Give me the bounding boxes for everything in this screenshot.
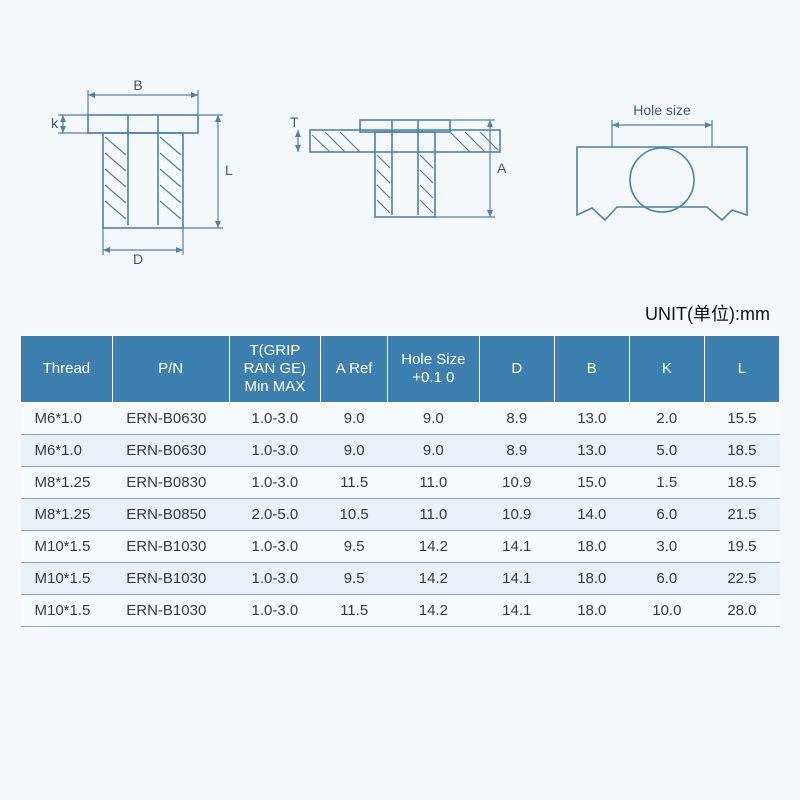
table-cell: 14.0 [554,499,629,531]
table-cell: M8*1.25 [21,467,113,499]
col-header: L [704,336,779,403]
table-cell: 22.5 [704,563,779,595]
table-cell: 13.0 [554,403,629,435]
table-row: M6*1.0ERN-B06301.0-3.09.09.08.913.05.018… [21,435,780,467]
table-cell: 14.1 [479,531,554,563]
spec-table: ThreadP/NT(GRIP RAN GE) Min MAXA RefHole… [20,335,780,627]
diagram-side-profile: B k L D [43,65,243,265]
table-cell: 19.5 [704,531,779,563]
table-body: M6*1.0ERN-B06301.0-3.09.09.08.913.02.015… [21,403,780,627]
table-cell: 18.0 [554,595,629,627]
table-cell: 8.9 [479,435,554,467]
table-cell: 11.5 [321,595,388,627]
table-cell: 14.1 [479,563,554,595]
col-header: P/N [112,336,229,403]
table-cell: 1.0-3.0 [229,403,321,435]
table-cell: 1.0-3.0 [229,531,321,563]
dim-label-B: B [134,77,143,93]
col-header: B [554,336,629,403]
table-cell: ERN-B0850 [112,499,229,531]
table-cell: 28.0 [704,595,779,627]
table-cell: 14.2 [387,595,479,627]
table-cell: 15.5 [704,403,779,435]
table-header: ThreadP/NT(GRIP RAN GE) Min MAXA RefHole… [21,336,780,403]
table-cell: 10.5 [321,499,388,531]
table-cell: 1.0-3.0 [229,467,321,499]
table-cell: ERN-B0830 [112,467,229,499]
table-cell: 10.9 [479,499,554,531]
table-cell: ERN-B0630 [112,403,229,435]
table-row: M10*1.5ERN-B10301.0-3.011.514.214.118.01… [21,595,780,627]
spec-table-wrap: ThreadP/NT(GRIP RAN GE) Min MAXA RefHole… [20,335,780,627]
table-cell: 3.0 [629,531,704,563]
table-row: M10*1.5ERN-B10301.0-3.09.514.214.118.06.… [21,563,780,595]
diagram-installed: T A [290,75,520,255]
table-cell: 10.9 [479,467,554,499]
table-cell: 9.5 [321,531,388,563]
diagram-hole-size: Hole size [567,85,757,245]
table-cell: 11.0 [387,467,479,499]
table-cell: 9.0 [321,403,388,435]
dim-label-T: T [290,114,299,130]
table-cell: 10.0 [629,595,704,627]
table-cell: M10*1.5 [21,563,113,595]
table-cell: 9.0 [387,435,479,467]
dim-label-k: k [51,115,59,131]
table-cell: 11.5 [321,467,388,499]
table-cell: ERN-B1030 [112,531,229,563]
table-cell: ERN-B1030 [112,595,229,627]
table-row: M6*1.0ERN-B06301.0-3.09.09.08.913.02.015… [21,403,780,435]
table-cell: 5.0 [629,435,704,467]
table-cell: 9.0 [387,403,479,435]
dim-label-D: D [133,251,143,265]
col-header: Thread [21,336,113,403]
col-header: T(GRIP RAN GE) Min MAX [229,336,321,403]
table-cell: 18.0 [554,563,629,595]
col-header: D [479,336,554,403]
table-cell: 18.5 [704,435,779,467]
diagram-area: B k L D [20,50,780,280]
table-cell: 14.2 [387,563,479,595]
dim-label-A: A [497,160,507,176]
table-cell: 6.0 [629,563,704,595]
table-cell: M8*1.25 [21,499,113,531]
hole-size-label: Hole size [633,102,691,118]
table-cell: M6*1.0 [21,403,113,435]
unit-label: UNIT(单位):mm [645,300,770,326]
table-cell: M10*1.5 [21,531,113,563]
table-cell: M10*1.5 [21,595,113,627]
table-row: M10*1.5ERN-B10301.0-3.09.514.214.118.03.… [21,531,780,563]
table-cell: 18.5 [704,467,779,499]
table-cell: 18.0 [554,531,629,563]
table-cell: ERN-B0630 [112,435,229,467]
table-cell: 14.2 [387,531,479,563]
table-cell: 8.9 [479,403,554,435]
table-cell: 15.0 [554,467,629,499]
table-cell: 9.5 [321,563,388,595]
table-cell: 1.0-3.0 [229,563,321,595]
col-header: Hole Size +0.1 0 [387,336,479,403]
table-row: M8*1.25ERN-B08301.0-3.011.511.010.915.01… [21,467,780,499]
table-cell: 11.0 [387,499,479,531]
table-cell: 1.5 [629,467,704,499]
table-cell: 13.0 [554,435,629,467]
table-cell: 21.5 [704,499,779,531]
table-cell: 9.0 [321,435,388,467]
table-cell: ERN-B1030 [112,563,229,595]
table-cell: 1.0-3.0 [229,595,321,627]
dim-label-L: L [225,162,233,178]
table-cell: 1.0-3.0 [229,435,321,467]
table-cell: M6*1.0 [21,435,113,467]
table-cell: 2.0 [629,403,704,435]
table-cell: 14.1 [479,595,554,627]
table-cell: 6.0 [629,499,704,531]
col-header: K [629,336,704,403]
table-cell: 2.0-5.0 [229,499,321,531]
col-header: A Ref [321,336,388,403]
table-row: M8*1.25ERN-B08502.0-5.010.511.010.914.06… [21,499,780,531]
